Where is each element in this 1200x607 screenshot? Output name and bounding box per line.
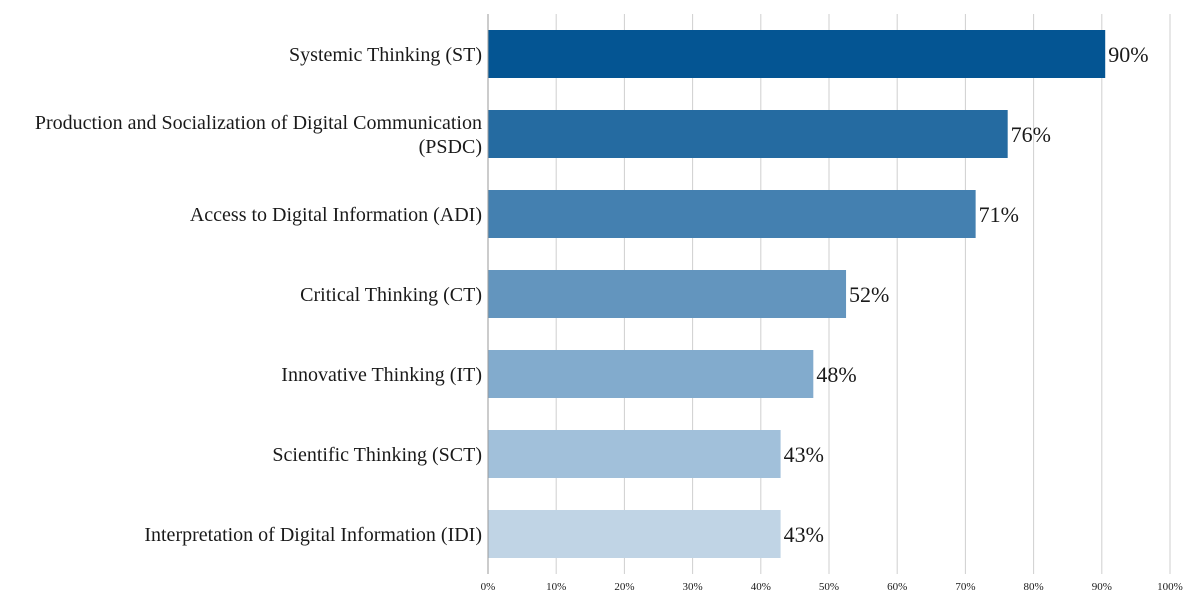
category-label: Systemic Thinking (ST) — [289, 44, 482, 66]
bars — [488, 30, 1106, 558]
x-tick-label: 60% — [887, 581, 907, 593]
bar — [488, 430, 781, 478]
value-label: 71% — [979, 202, 1019, 227]
bar — [488, 350, 814, 398]
x-tick-label: 20% — [614, 581, 634, 593]
category-label: Innovative Thinking (IT) — [281, 364, 482, 386]
x-tick-label: 100% — [1157, 581, 1183, 593]
x-tick-label: 30% — [683, 581, 703, 593]
x-tick-label: 0% — [481, 581, 496, 593]
category-label: (PSDC) — [419, 136, 482, 158]
bar — [488, 270, 847, 318]
category-label: Access to Digital Information (ADI) — [190, 204, 482, 226]
value-label: 48% — [816, 362, 856, 387]
x-tick-label: 70% — [955, 581, 975, 593]
bar — [488, 30, 1106, 78]
category-label: Production and Socialization of Digital … — [35, 112, 482, 134]
x-tick-label: 50% — [819, 581, 839, 593]
x-tick-label: 90% — [1092, 581, 1112, 593]
value-label: 90% — [1108, 42, 1148, 67]
bar — [488, 190, 976, 238]
category-label: Critical Thinking (CT) — [300, 284, 482, 306]
bar — [488, 110, 1008, 158]
value-label: 52% — [849, 282, 889, 307]
x-tick-label: 10% — [546, 581, 566, 593]
x-tick-label: 40% — [751, 581, 771, 593]
value-label: 43% — [784, 442, 824, 467]
bar — [488, 510, 781, 558]
category-label: Interpretation of Digital Information (I… — [144, 524, 482, 546]
x-tick-label: 80% — [1024, 581, 1044, 593]
category-label: Scientific Thinking (SCT) — [272, 444, 482, 466]
labels: Systemic Thinking (ST) 90% Production and … — [35, 42, 1149, 547]
x-axis-ticks: 0% 10% 20% 30% 40% 50% 60% 70% 80% 90% 100% — [481, 581, 1183, 593]
value-label: 43% — [784, 522, 824, 547]
value-label: 76% — [1011, 122, 1051, 147]
